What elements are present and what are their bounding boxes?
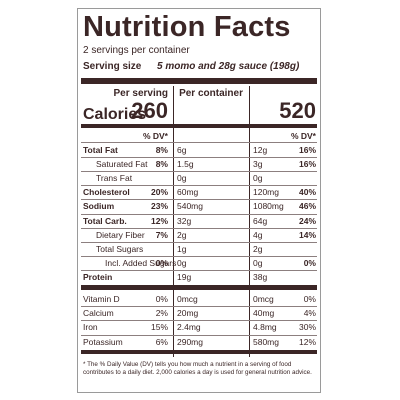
serving-amount: 1g bbox=[177, 243, 187, 254]
rule bbox=[81, 334, 317, 336]
serving-amount: 0mcg bbox=[177, 294, 198, 304]
serving-dv: 15% bbox=[150, 322, 168, 333]
rule bbox=[81, 241, 317, 243]
rule bbox=[81, 142, 317, 143]
nutrient-name: Total Sugars bbox=[96, 243, 144, 254]
nutrient-name: Sodium bbox=[83, 201, 115, 212]
rule bbox=[81, 157, 317, 159]
serving-dv: 23% bbox=[150, 201, 168, 212]
serving-size-label: Serving size bbox=[83, 61, 142, 72]
footnote: * The % Daily Value (DV) tells you how m… bbox=[83, 361, 312, 376]
nutrient-name: Cholesterol bbox=[83, 187, 130, 198]
per-container-label: Per container bbox=[179, 88, 243, 99]
column-divider bbox=[173, 86, 174, 357]
serving-dv: 0% bbox=[155, 257, 168, 268]
container-amount: 4.8mg bbox=[253, 322, 277, 333]
thick-rule bbox=[81, 124, 317, 128]
serving-amount: 20mg bbox=[177, 308, 199, 319]
nutrient-name: Potassium bbox=[83, 336, 123, 347]
nutrient-name: Protein bbox=[83, 271, 113, 282]
rule bbox=[81, 185, 317, 187]
serving-dv: 12% bbox=[150, 215, 168, 226]
per-serving-label: Per serving bbox=[113, 88, 168, 99]
servings: 2 servings per container bbox=[83, 45, 190, 56]
thick-rule bbox=[81, 285, 317, 290]
calories-per-serving: 260 bbox=[131, 98, 168, 123]
container-dv: 16% bbox=[298, 159, 316, 170]
calories-label: Calories bbox=[83, 106, 147, 123]
nutrient-name: Incl. Added Sugars bbox=[105, 257, 177, 268]
serving-amount: 2.4mg bbox=[177, 322, 201, 333]
rule bbox=[81, 255, 317, 257]
container-dv: 4% bbox=[303, 308, 316, 319]
container-amount: 0g bbox=[253, 173, 263, 184]
serving-amount: 32g bbox=[177, 215, 192, 226]
container-dv: 0% bbox=[303, 294, 316, 304]
nutrient-name: Total Fat bbox=[83, 145, 118, 155]
serving-amount: 19g bbox=[177, 271, 192, 282]
rule bbox=[81, 171, 317, 173]
rule bbox=[81, 320, 317, 322]
container-amount: 120mg bbox=[253, 187, 279, 198]
rule bbox=[81, 269, 317, 271]
serving-amount: 0g bbox=[177, 173, 187, 184]
nutrition-label: Nutrition Facts 2 servings per container… bbox=[77, 8, 321, 393]
container-dv: 12% bbox=[298, 336, 316, 347]
container-amount: 0g bbox=[253, 257, 263, 268]
nutrient-name: Saturated Fat bbox=[96, 159, 148, 170]
rule bbox=[81, 213, 317, 215]
serving-dv: 8% bbox=[155, 145, 168, 155]
nutrient-name: Calcium bbox=[83, 308, 114, 319]
title: Nutrition Facts bbox=[83, 11, 291, 43]
container-amount: 40mg bbox=[253, 308, 275, 319]
container-dv: 46% bbox=[298, 201, 316, 212]
dv-header: % DV* bbox=[142, 131, 168, 141]
container-amount: 580mg bbox=[253, 336, 279, 347]
thick-rule bbox=[81, 78, 317, 84]
serving-dv: 8% bbox=[155, 159, 168, 170]
serving-amount: 540mg bbox=[177, 201, 203, 212]
container-amount: 4g bbox=[253, 229, 263, 240]
nutrient-name: Iron bbox=[83, 322, 98, 333]
container-amount: 2g bbox=[253, 243, 263, 254]
serving-dv: 0% bbox=[155, 294, 168, 304]
rule bbox=[81, 227, 317, 229]
container-amount: 1080mg bbox=[253, 201, 284, 212]
nutrient-name: Dietary Fiber bbox=[96, 229, 145, 240]
serving-amount: 6g bbox=[177, 145, 187, 155]
dv-header: % DV* bbox=[290, 131, 316, 141]
column-divider bbox=[249, 86, 250, 357]
serving-amount: 0g bbox=[177, 257, 187, 268]
serving-size: 5 momo and 28g sauce (198g) bbox=[157, 61, 300, 72]
container-amount: 0mcg bbox=[253, 294, 274, 304]
rule bbox=[81, 199, 317, 201]
container-amount: 64g bbox=[253, 215, 268, 226]
serving-dv: 7% bbox=[155, 229, 168, 240]
serving-amount: 1.5g bbox=[177, 159, 194, 170]
container-dv: 14% bbox=[298, 229, 316, 240]
container-dv: 30% bbox=[298, 322, 316, 333]
serving-amount: 60mg bbox=[177, 187, 199, 198]
serving-amount: 2g bbox=[177, 229, 187, 240]
container-dv: 0% bbox=[303, 257, 316, 268]
serving-dv: 6% bbox=[155, 336, 168, 347]
container-dv: 16% bbox=[298, 145, 316, 155]
container-amount: 3g bbox=[253, 159, 263, 170]
serving-dv: 20% bbox=[150, 187, 168, 198]
container-dv: 24% bbox=[298, 215, 316, 226]
serving-amount: 290mg bbox=[177, 336, 203, 347]
rule bbox=[81, 306, 317, 308]
thick-rule bbox=[81, 350, 317, 354]
serving-dv: 2% bbox=[155, 308, 168, 319]
container-amount: 38g bbox=[253, 271, 268, 282]
nutrient-name: Trans Fat bbox=[96, 173, 133, 184]
nutrient-name: Total Carb. bbox=[83, 215, 127, 226]
container-amount: 12g bbox=[253, 145, 268, 155]
nutrient-name: Vitamin D bbox=[83, 294, 120, 304]
calories-per-container: 520 bbox=[279, 98, 316, 123]
container-dv: 40% bbox=[298, 187, 316, 198]
